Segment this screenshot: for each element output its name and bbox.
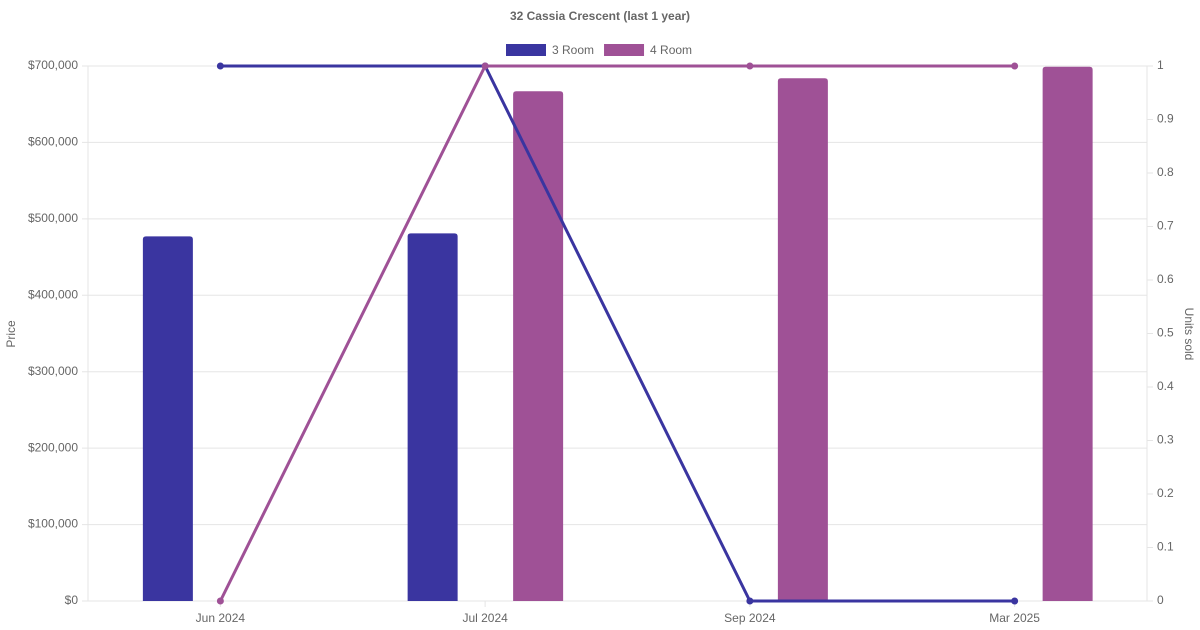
y-tick-label: $500,000: [28, 211, 78, 225]
y-tick-label: $100,000: [28, 517, 78, 531]
bar: [142, 236, 193, 601]
y2-tick-label: 1: [1157, 58, 1164, 72]
y2-tick-label: 0.5: [1157, 326, 1174, 340]
y2-tick-label: 0.4: [1157, 379, 1174, 393]
point: [1011, 62, 1019, 70]
y2-tick-label: 0.3: [1157, 433, 1174, 447]
y-tick-label: $700,000: [28, 58, 78, 72]
y-tick-label: $400,000: [28, 287, 78, 301]
legend-label: 3 Room: [552, 43, 594, 57]
bar: [777, 78, 828, 601]
y-axis-title: Price: [4, 320, 18, 348]
point: [481, 62, 489, 70]
y-tick-label: $300,000: [28, 364, 78, 378]
x-tick-label: Sep 2024: [724, 611, 776, 625]
y2-tick-label: 0.7: [1157, 219, 1174, 233]
y-tick-label: $200,000: [28, 440, 78, 454]
y2-axis-title: Units sold: [1182, 308, 1196, 361]
chart-title: 32 Cassia Crescent (last 1 year): [510, 9, 690, 23]
point: [216, 62, 224, 70]
x-tick-label: Jul 2024: [462, 611, 508, 625]
point: [216, 597, 224, 605]
legend-label: 4 Room: [650, 43, 692, 57]
bar: [513, 91, 564, 601]
x-tick-label: Jun 2024: [196, 611, 246, 625]
y2-tick-label: 0.2: [1157, 486, 1174, 500]
x-tick-label: Mar 2025: [989, 611, 1040, 625]
bar: [407, 233, 458, 601]
legend-swatch: [604, 44, 645, 56]
point: [746, 597, 754, 605]
y2-tick-label: 0.9: [1157, 112, 1174, 126]
bar: [1042, 66, 1093, 601]
line: [219, 64, 1015, 602]
line: [220, 64, 1015, 603]
point: [1011, 597, 1019, 605]
legend-swatch: [506, 44, 546, 56]
y2-tick-label: 0.1: [1157, 540, 1174, 554]
y2-tick-label: 0.6: [1157, 272, 1174, 286]
y-tick-label: $600,000: [28, 135, 78, 149]
point: [746, 62, 754, 70]
y2-tick-label: 0.8: [1157, 165, 1174, 179]
y2-tick-label: 0: [1157, 593, 1164, 607]
y-tick-label: $0: [65, 593, 79, 607]
